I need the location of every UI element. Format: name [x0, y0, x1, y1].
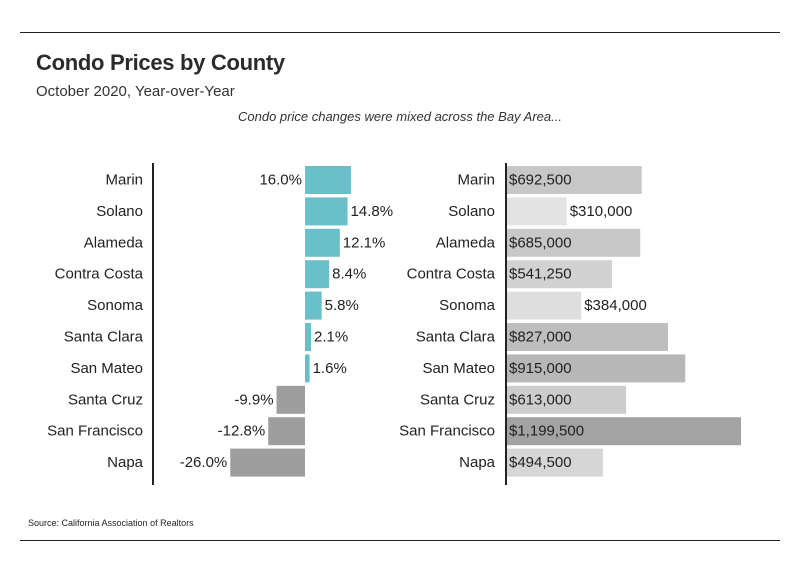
pct-data-label: 12.1% [343, 234, 386, 251]
pct-bar [305, 228, 340, 257]
pct-bar [305, 354, 310, 383]
price-category-label: Santa Cruz [420, 391, 495, 408]
price-category-label: San Francisco [399, 423, 495, 440]
top-rule [20, 32, 780, 33]
price-bar [506, 448, 603, 477]
pct-bar [268, 417, 305, 446]
pct-bar [305, 260, 330, 289]
pct-data-label: 5.8% [325, 297, 359, 314]
price-data-label: $685,000 [509, 234, 572, 251]
price-bar [506, 228, 641, 257]
price-bar [506, 417, 741, 446]
pct-category-label: San Mateo [70, 360, 143, 377]
price-bar [506, 166, 642, 194]
price-data-label: $692,500 [509, 172, 572, 189]
price-bar [506, 323, 669, 351]
pct-category-label: Contra Costa [55, 266, 144, 283]
price-data-label: $613,000 [509, 391, 572, 408]
chart-title: Condo Prices by County [36, 50, 285, 75]
chart-subtitle: October 2020, Year-over-Year [36, 83, 235, 100]
price-category-label: San Mateo [422, 360, 495, 377]
pct-bar [305, 291, 322, 320]
price-data-label: $384,000 [584, 297, 647, 314]
pct-category-label: Napa [107, 454, 144, 471]
pct-data-label: -9.9% [234, 391, 273, 408]
price-data-label: $494,500 [509, 454, 572, 471]
pct-data-label: 2.1% [314, 329, 348, 346]
price-data-label: $827,000 [509, 329, 572, 346]
price-data-label: $915,000 [509, 360, 572, 377]
price-category-label: Contra Costa [407, 266, 496, 283]
pct-bar [276, 385, 305, 414]
pct-bar [230, 448, 305, 477]
pct-data-label: 1.6% [313, 360, 347, 377]
price-data-label: $541,250 [509, 266, 572, 283]
price-bar [506, 291, 582, 320]
bottom-rule [20, 540, 780, 541]
pct-category-label: Solano [96, 203, 143, 220]
price-category-label: Santa Clara [416, 329, 496, 346]
price-category-label: Sonoma [439, 297, 496, 314]
pct-data-label: -12.8% [218, 423, 266, 440]
pct-category-label: Santa Cruz [68, 391, 143, 408]
pct-bar [305, 197, 348, 226]
pct-category-label: Marin [105, 172, 143, 189]
pct-category-label: San Francisco [47, 423, 143, 440]
price-bar [506, 354, 686, 383]
pct-category-label: Alameda [84, 234, 144, 251]
pct-data-label: 16.0% [259, 172, 302, 189]
price-category-label: Solano [448, 203, 495, 220]
price-bar [506, 260, 613, 289]
pct-category-label: Sonoma [87, 297, 144, 314]
price-data-label: $310,000 [570, 203, 633, 220]
pct-category-label: Santa Clara [64, 329, 144, 346]
pct-data-label: 14.8% [351, 203, 394, 220]
price-category-label: Napa [459, 454, 496, 471]
price-bar [506, 385, 627, 414]
pct-bar [305, 323, 312, 351]
price-data-label: $1,199,500 [509, 423, 584, 440]
source-note: Source: California Association of Realto… [28, 518, 194, 528]
pct-data-label: -26.0% [180, 454, 228, 471]
price-category-label: Alameda [436, 234, 496, 251]
price-category-label: Marin [457, 172, 495, 189]
pct-data-label: 8.4% [332, 266, 366, 283]
price-bar [506, 197, 567, 226]
chart-note: Condo price changes were mixed across th… [238, 109, 562, 124]
pct-bar [305, 166, 351, 194]
